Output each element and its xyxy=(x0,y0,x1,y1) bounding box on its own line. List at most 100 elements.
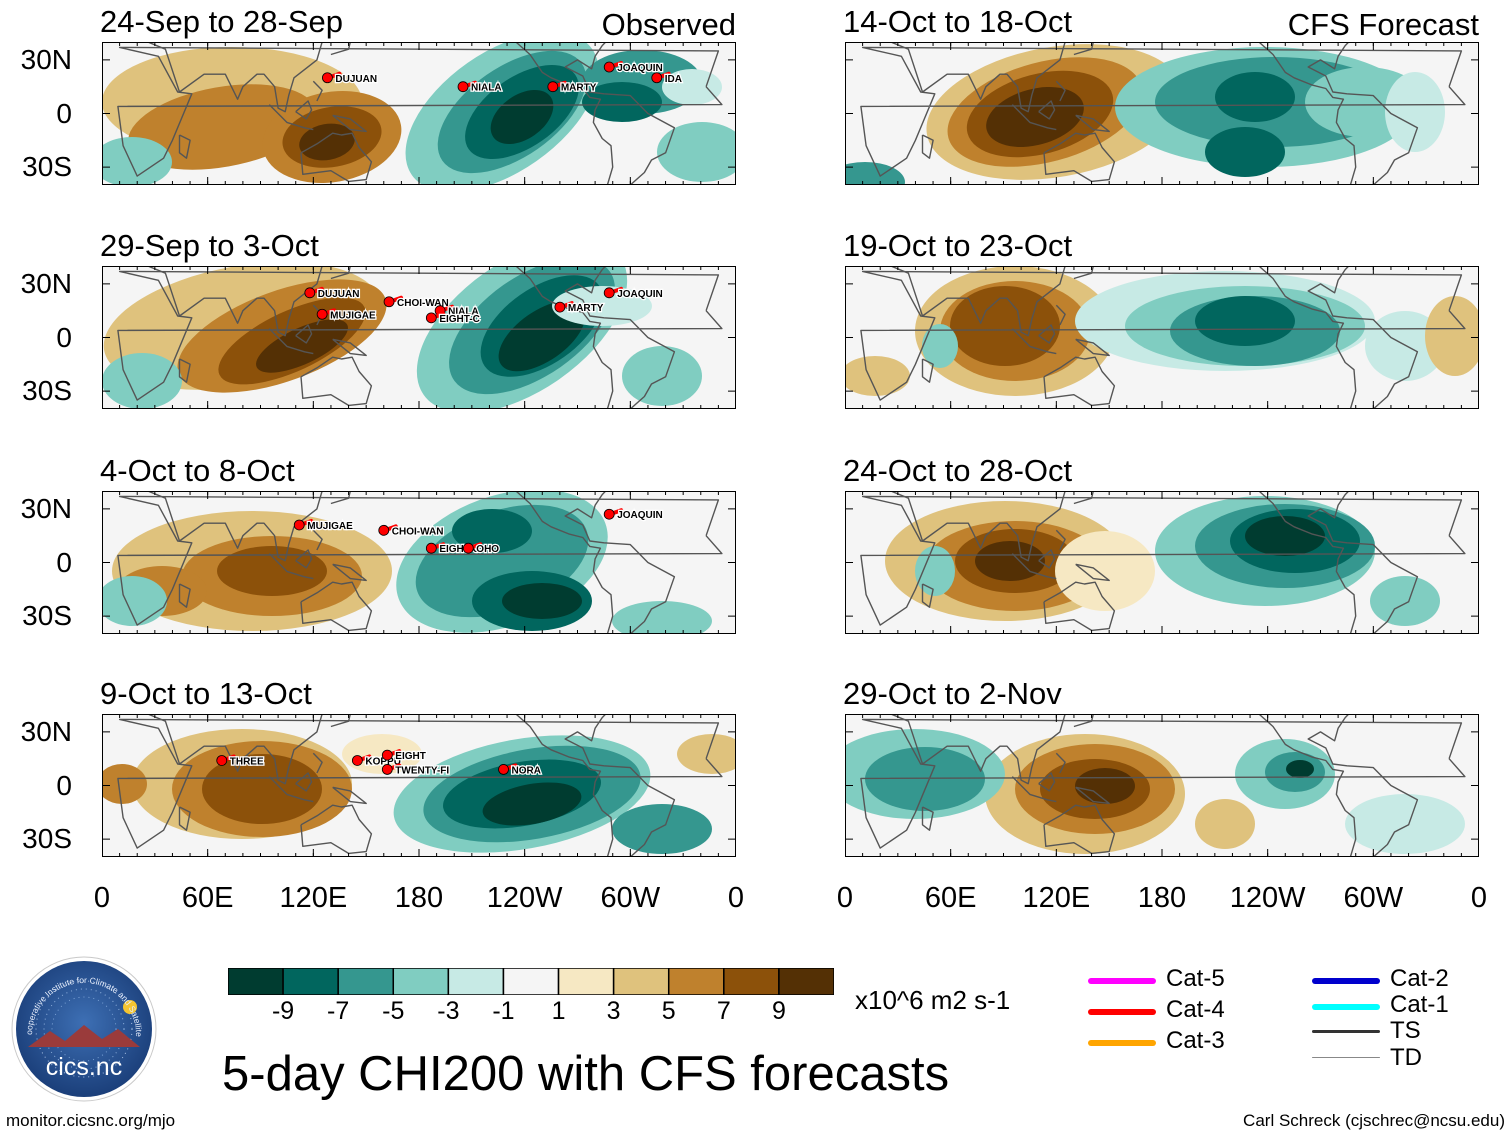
chi200-map xyxy=(845,266,1479,409)
logo-text: cics.nc xyxy=(46,1053,122,1081)
colorbar-tick-label: 5 xyxy=(661,997,676,1025)
lon-tick-label: 60W xyxy=(1343,882,1404,914)
lon-tick-label: 120E xyxy=(279,882,348,914)
chi200-map xyxy=(845,714,1479,857)
lat-tick-label: 0 xyxy=(56,769,72,801)
storm-label: JOAQUIN xyxy=(617,63,663,74)
panel-title: 24-Sep to 28-Sep xyxy=(100,4,344,39)
colorbar-tick-label: 3 xyxy=(606,997,621,1025)
colorbar-swatch xyxy=(612,968,670,995)
chi200-map xyxy=(845,42,1479,185)
hurricane-icon xyxy=(304,287,316,299)
colorbar xyxy=(228,968,834,995)
storm-label: TWENTY-FI xyxy=(395,765,449,776)
storm-label: EIGHT-C xyxy=(439,314,480,325)
hurricane-icon xyxy=(316,308,328,320)
storm-label: CHOI-WAN xyxy=(392,526,444,537)
lat-tick-label: 30N xyxy=(20,43,72,75)
hurricane-icon xyxy=(378,524,390,536)
hurricane-icon xyxy=(216,755,228,766)
lon-tick-label: 0 xyxy=(1470,882,1488,914)
colorbar-swatch xyxy=(667,968,725,995)
storm-label: DUJUAN xyxy=(318,289,360,300)
lat-tick-label: 0 xyxy=(56,321,72,353)
legend-label-td: TD xyxy=(1390,1044,1422,1071)
hurricane-icon xyxy=(383,296,395,308)
lat-tick-label: 30N xyxy=(20,492,72,524)
legend-label-cat-2: Cat-2 xyxy=(1390,965,1449,992)
panel-title: 24-Oct to 28-Oct xyxy=(843,453,1073,488)
hurricane-icon xyxy=(547,81,559,93)
lat-tick-label: 30N xyxy=(20,715,72,747)
panel-title: 4-Oct to 8-Oct xyxy=(100,453,295,488)
lon-tick-label: 180 xyxy=(394,882,444,914)
legend-swatch-td xyxy=(1312,1057,1380,1058)
lon-tick-label: 0 xyxy=(93,882,111,914)
footer-url[interactable]: monitor.cicsnc.org/mjo xyxy=(6,1111,176,1130)
storm-label: JOAQUIN xyxy=(617,289,663,300)
cicsnc-logo: Cooperative Institute for Climate and Sa… xyxy=(10,955,157,1102)
colorbar-swatch xyxy=(228,968,284,995)
lon-tick-label: 120E xyxy=(1022,882,1091,914)
colorbar-tick-label: -1 xyxy=(492,997,515,1025)
legend-swatch-cat-2 xyxy=(1312,978,1380,984)
hurricane-icon xyxy=(425,312,437,324)
colorbar-swatch xyxy=(502,968,560,995)
colorbar-swatch xyxy=(337,968,395,995)
legend-swatch-ts xyxy=(1312,1030,1380,1033)
legend-swatch-cat-4 xyxy=(1088,1009,1156,1015)
observed-tag: Observed xyxy=(601,7,736,42)
storm-label: NIALA xyxy=(471,83,502,94)
hurricane-icon xyxy=(293,519,305,531)
hurricane-icon xyxy=(351,755,363,766)
lon-tick-label: 120W xyxy=(486,882,563,914)
colorbar-swatch xyxy=(392,968,450,995)
legend-label-cat-4: Cat-4 xyxy=(1166,996,1225,1023)
legend-label-cat-5: Cat-5 xyxy=(1166,965,1225,992)
lon-tick-label: 0 xyxy=(727,882,745,914)
colorbar-swatch xyxy=(723,968,780,995)
lat-tick-label: 0 xyxy=(56,97,72,129)
panel-title: 19-Oct to 23-Oct xyxy=(843,228,1073,263)
units-label: x10^6 m2 s-1 xyxy=(855,985,1011,1015)
storm-label: JOAQUIN xyxy=(617,510,663,521)
forecast-tag: CFS Forecast xyxy=(1287,7,1479,42)
colorbar-tick-label: -3 xyxy=(437,997,460,1025)
colorbar-tick-label: 1 xyxy=(551,997,566,1025)
colorbar-swatch xyxy=(778,968,834,995)
panel-title: 29-Oct to 2-Nov xyxy=(843,676,1062,711)
hurricane-icon xyxy=(603,61,615,73)
lat-tick-label: 30S xyxy=(22,600,72,632)
legend-label-cat-3: Cat-3 xyxy=(1166,1027,1225,1054)
legend-label-ts: TS xyxy=(1390,1017,1421,1044)
colorbar-tick-label: -9 xyxy=(271,997,295,1025)
lon-tick-label: 180 xyxy=(1137,882,1187,914)
lat-tick-label: 30S xyxy=(22,823,72,855)
hurricane-icon xyxy=(462,542,474,554)
hurricane-icon xyxy=(322,72,333,84)
hurricane-icon xyxy=(425,542,437,554)
lon-tick-label: 60E xyxy=(181,882,234,914)
colorbar-swatch xyxy=(557,968,615,995)
storm-label: MUJIGAE xyxy=(307,521,353,532)
panel-title: 14-Oct to 18-Oct xyxy=(843,4,1073,39)
storm-label: MARTY xyxy=(561,83,597,94)
colorbar-swatch xyxy=(447,968,505,995)
storm-label: NORA xyxy=(512,765,541,776)
legend-swatch-cat-3 xyxy=(1088,1040,1156,1046)
storm-label: IDA xyxy=(665,74,682,85)
colorbar-tick-label: -7 xyxy=(327,997,350,1025)
storm-label: KOPPU xyxy=(365,756,401,767)
colorbar-tick-label: -5 xyxy=(382,997,405,1025)
colorbar-tick-label: 9 xyxy=(771,997,786,1025)
storm-label: THREE xyxy=(230,756,264,767)
storm-label: CHOI-WAN xyxy=(397,298,449,309)
hurricane-icon xyxy=(603,508,615,520)
lon-tick-label: 60E xyxy=(924,882,977,914)
lon-tick-label: 120W xyxy=(1229,882,1306,914)
lat-tick-label: 0 xyxy=(56,546,72,578)
